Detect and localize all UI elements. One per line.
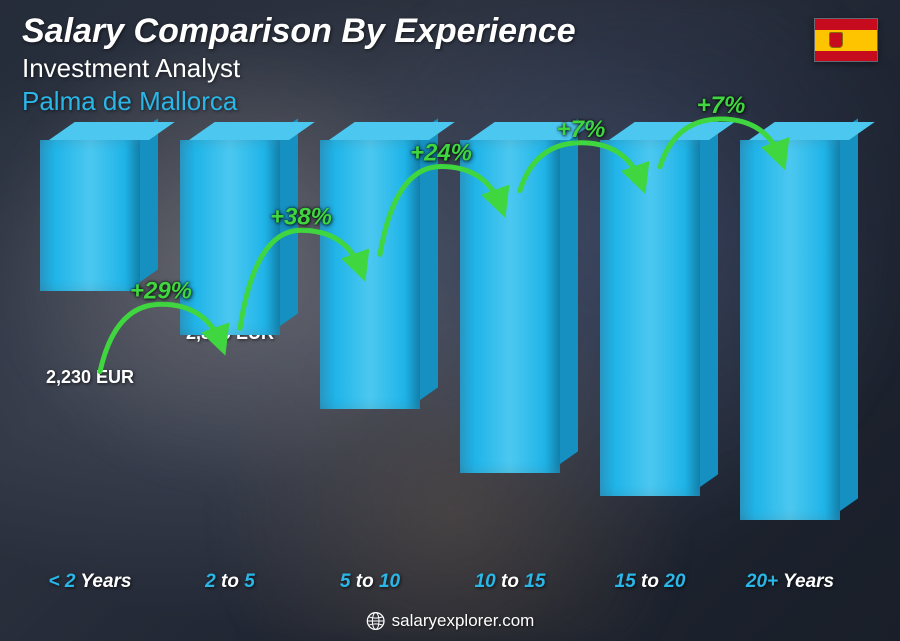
bar <box>180 140 280 335</box>
bar-front <box>740 140 840 520</box>
bar-slot: 3,960 EUR <box>300 140 440 563</box>
bar-side-face <box>560 118 578 463</box>
bar-slot: 2,230 EUR <box>20 140 160 563</box>
bar <box>320 140 420 409</box>
bars-group: 2,230 EUR 2,870 EUR3,960 EUR4,900 EUR5,25… <box>20 140 860 563</box>
country-flag-spain <box>814 18 878 62</box>
chart-location: Palma de Mallorca <box>22 86 576 117</box>
x-axis-label: 15 to 20 <box>580 571 720 593</box>
bar-slot: 5,250 EUR <box>580 140 720 563</box>
bar <box>600 140 700 496</box>
chart-title: Salary Comparison By Experience <box>22 12 576 51</box>
chart-subtitle: Investment Analyst <box>22 53 576 84</box>
pct-increase-label: +7% <box>697 92 746 119</box>
x-axis-label: 5 to 10 <box>300 571 440 593</box>
bar <box>460 140 560 473</box>
source-text: salaryexplorer.com <box>392 611 535 631</box>
bar-front <box>40 140 140 291</box>
x-axis-label: 10 to 15 <box>440 571 580 593</box>
bar-side-face <box>840 118 858 511</box>
bar-front <box>320 140 420 409</box>
bar-value-label: 2,230 EUR <box>46 367 134 388</box>
flag-emblem-icon <box>829 32 843 48</box>
flag-stripe <box>815 19 877 30</box>
bar-slot: 2,870 EUR <box>160 140 300 563</box>
bar-slot: 5,600 EUR <box>720 140 860 563</box>
x-axis-labels: < 2 Years2 to 55 to 1010 to 1515 to 2020… <box>20 571 860 593</box>
bar-front <box>600 140 700 496</box>
globe-icon <box>366 611 386 631</box>
flag-stripe <box>815 30 877 51</box>
bar <box>740 140 840 520</box>
bar-slot: 4,900 EUR <box>440 140 580 563</box>
bar-side-face <box>700 118 718 487</box>
bar-side-face <box>140 118 158 282</box>
title-block: Salary Comparison By Experience Investme… <box>22 12 576 117</box>
chart-container: Salary Comparison By Experience Investme… <box>0 0 900 641</box>
bar <box>40 140 140 291</box>
chart-area: 2,230 EUR 2,870 EUR3,960 EUR4,900 EUR5,25… <box>20 140 860 593</box>
x-axis-label: 20+ Years <box>720 571 860 593</box>
flag-stripe <box>815 51 877 62</box>
x-axis-label: < 2 Years <box>20 571 160 593</box>
x-axis-label: 2 to 5 <box>160 571 300 593</box>
bar-side-face <box>420 118 438 399</box>
source-attribution: salaryexplorer.com <box>366 611 535 631</box>
bar-front <box>180 140 280 335</box>
bar-side-face <box>280 118 298 325</box>
bar-front <box>460 140 560 473</box>
